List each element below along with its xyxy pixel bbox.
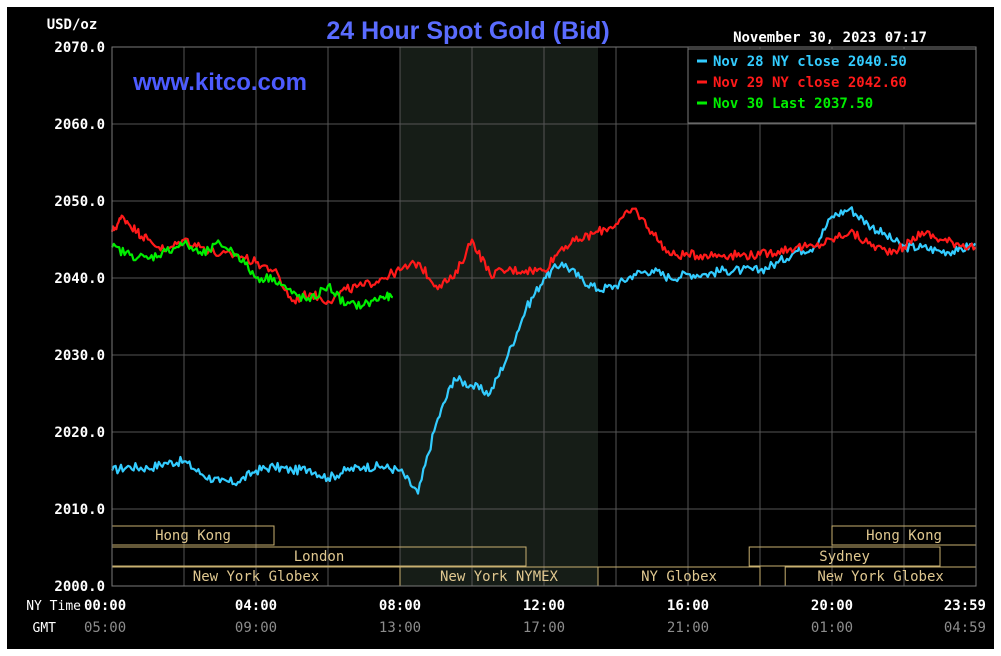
nymex-session-band (400, 47, 598, 586)
ny-tick-label: 23:59 (944, 598, 986, 614)
gmt-tick-label: 05:00 (84, 620, 126, 636)
chart-title: 24 Hour Spot Gold (Bid) (326, 17, 609, 45)
plot-border (111, 46, 977, 587)
y-tick-label: 2010.0 (54, 502, 105, 518)
ny-tick-label: 20:00 (811, 598, 853, 614)
session-label: Hong Kong (155, 528, 231, 544)
gmt-tick-label: 04:59 (944, 620, 986, 636)
y-tick-label: 2050.0 (54, 194, 105, 210)
series-line (110, 206, 977, 495)
series-line (110, 207, 977, 305)
session-label: New York NYMEX (440, 569, 559, 585)
legend: Nov 28 NY close 2040.50 Nov 29 NY close 2… (687, 48, 977, 124)
x-axis-ticks: NY Time GMT 00:00 04:00 08:00 12:00 16:00 20:00… (26, 598, 986, 636)
y-unit-label: USD/oz (47, 17, 98, 33)
trading-sessions: Hong Kong Hong Kong London Sydney New York G… (111, 525, 977, 587)
y-tick-label: 2030.0 (54, 348, 105, 364)
session-box (748, 546, 941, 567)
gmt-label: GMT (33, 621, 57, 636)
timestamp: November 30, 2023 07:17 (733, 30, 927, 46)
price-lines (110, 206, 977, 495)
gmt-tick-label: 21:00 (667, 620, 709, 636)
gmt-tick-label: 13:00 (379, 620, 421, 636)
gmt-tick-label: 17:00 (523, 620, 565, 636)
y-tick-label: 2040.0 (54, 271, 105, 287)
series-line (111, 239, 394, 310)
ny-tick-label: 08:00 (379, 598, 421, 614)
ny-tick-label: 16:00 (667, 598, 709, 614)
session-label: New York Globex (193, 569, 319, 585)
grid-lines (112, 47, 976, 586)
session-label: Sydney (819, 549, 870, 565)
legend-item: Nov 29 NY close 2042.60 (713, 75, 907, 91)
y-tick-label: 2000.0 (54, 579, 105, 595)
session-label: London (294, 549, 345, 565)
session-label: NY Globex (641, 569, 717, 585)
y-tick-label: 2070.0 (54, 40, 105, 56)
session-label: Hong Kong (866, 528, 942, 544)
ny-tick-label: 12:00 (523, 598, 565, 614)
watermark: www.kitco.com (132, 69, 307, 96)
legend-item: Nov 28 NY close 2040.50 (713, 54, 907, 70)
y-tick-label: 2060.0 (54, 117, 105, 133)
legend-box (687, 48, 977, 124)
gmt-tick-label: 09:00 (235, 620, 277, 636)
session-label: New York Globex (817, 569, 943, 585)
y-axis-ticks: 2070.0 2060.0 2050.0 2040.0 2030.0 2020.0 2010… (54, 40, 105, 595)
ny-tick-label: 00:00 (84, 598, 126, 614)
ny-tick-label: 04:00 (235, 598, 277, 614)
ny-time-label: NY Time (26, 599, 81, 614)
gmt-tick-label: 01:00 (811, 620, 853, 636)
legend-item: Nov 30 Last 2037.50 (713, 96, 873, 112)
y-tick-label: 2020.0 (54, 425, 105, 441)
